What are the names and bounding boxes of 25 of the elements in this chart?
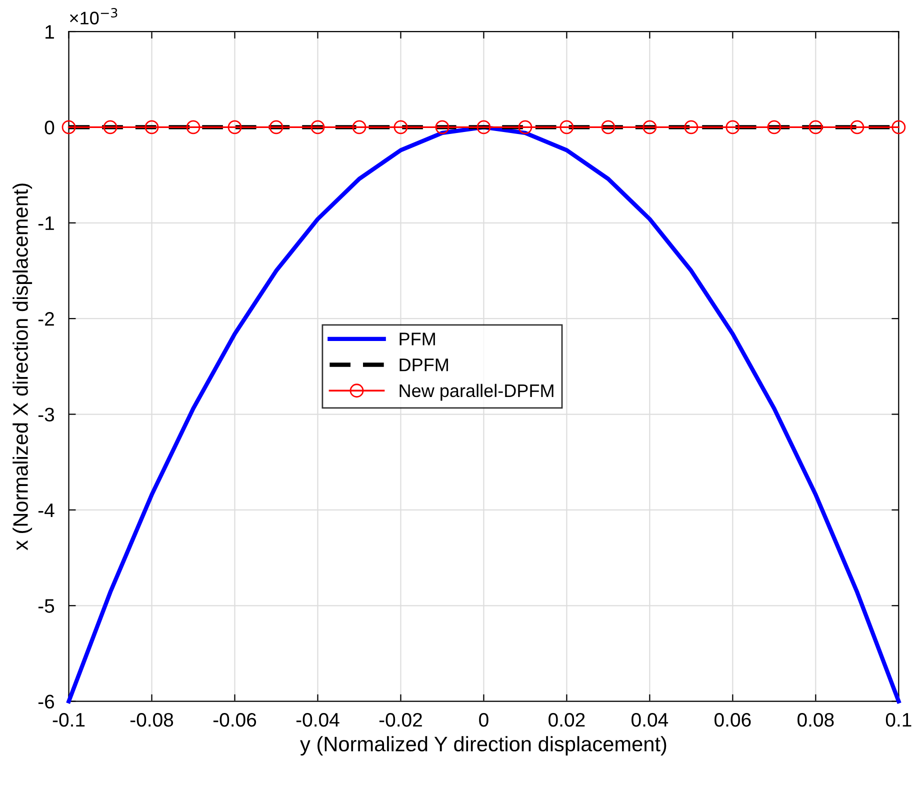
y-tick-label: -3 xyxy=(38,408,54,422)
legend-label: New parallel-DPFM xyxy=(400,384,554,401)
x-tick-label: -0.1 xyxy=(52,712,85,727)
x-tick-label: 0.1 xyxy=(886,712,912,727)
y-tick-label: -5 xyxy=(38,599,54,613)
y-tick-label: -4 xyxy=(38,504,54,517)
x-tick-label: -0.02 xyxy=(379,712,422,727)
x-tick-label: 0 xyxy=(479,712,488,727)
x-tick-label: 0.06 xyxy=(714,712,751,727)
y-tick-label: -2 xyxy=(38,312,54,326)
legend-label: PFM xyxy=(400,332,435,346)
x-axis-title: y (Normalized Y direction displacement) xyxy=(300,736,666,756)
x-tick-label: 0.02 xyxy=(548,712,585,727)
legend-label: DPFM xyxy=(400,358,448,372)
y-tick-label: 0 xyxy=(44,120,54,134)
text: ×10$^{−3}$ xyxy=(70,8,118,24)
x-tick-label: -0.04 xyxy=(296,712,340,727)
x-tick-label: -0.06 xyxy=(213,712,256,727)
y-tick-label: 1 xyxy=(46,25,54,39)
y-tick-label: -6 xyxy=(38,694,54,709)
y-tick-label: -1 xyxy=(38,216,54,230)
x-tick-label: -0.08 xyxy=(130,712,174,727)
y-axis-title: x (Normalized X direction displacement) xyxy=(12,184,32,550)
x-tick-label: 0.08 xyxy=(798,712,834,727)
x-tick-label: 0.04 xyxy=(632,712,668,727)
